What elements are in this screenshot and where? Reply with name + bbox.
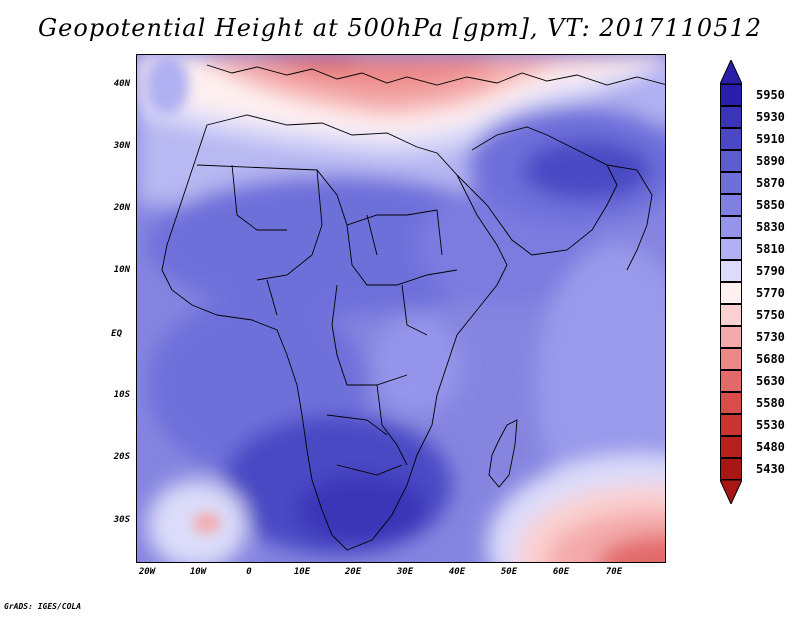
lat-label-30n: 30N [113, 141, 130, 151]
lon-label-20e: 20E [344, 567, 362, 577]
colorbar-cell [720, 458, 742, 480]
colorbar-cell [720, 436, 742, 458]
colorbar-cell [720, 128, 742, 150]
colorbar-cell [720, 238, 742, 260]
lon-label-40e: 40E [448, 567, 466, 577]
lon-label-20w: 20W [138, 567, 156, 577]
colorbar-cell [720, 150, 742, 172]
colorbar-label: 5680 [756, 352, 785, 366]
colorbar-cell [720, 194, 742, 216]
lat-label-40n: 40N [113, 79, 130, 89]
colorbar-label: 5870 [756, 176, 785, 190]
colorbar-cell [720, 84, 742, 106]
colorbar-label: 5830 [756, 220, 785, 234]
colorbar-cell [720, 392, 742, 414]
lat-label-10s: 10S [113, 390, 130, 400]
colorbar-label: 5930 [756, 110, 785, 124]
lat-label-20s: 20S [113, 452, 130, 462]
colorbar-bottom-arrow [720, 480, 742, 504]
lon-label-70e: 70E [605, 567, 623, 577]
lon-label-30e: 30E [396, 567, 414, 577]
lon-label-10e: 10E [293, 567, 311, 577]
colorbar-label: 5890 [756, 154, 785, 168]
colorbar-cell [720, 304, 742, 326]
colorbar-label: 5810 [756, 242, 785, 256]
footer-credit: GrADS: IGES/COLA [4, 602, 82, 611]
colorbar-label: 5730 [756, 330, 785, 344]
lon-label-0: 0 [246, 567, 252, 577]
coastline-outline [161, 64, 665, 551]
chart-title: Geopotential Height at 500hPa [gpm], VT:… [38, 14, 762, 42]
colorbar-cell [720, 260, 742, 282]
colorbar-cell [720, 216, 742, 238]
lon-label-60e: 60E [552, 567, 570, 577]
colorbar-label: 5480 [756, 440, 785, 454]
colorbar-label: 5770 [756, 286, 785, 300]
colorbar-top-arrow [720, 60, 742, 84]
map-panel [136, 54, 666, 563]
colorbar-cell [720, 172, 742, 194]
colorbar-cell [720, 282, 742, 304]
colorbar-label: 5530 [756, 418, 785, 432]
lat-label-10n: 10N [113, 265, 130, 275]
lat-label-eq: EQ [111, 329, 122, 339]
colorbar-label: 5790 [756, 264, 785, 278]
geopotential-field [137, 55, 665, 562]
colorbar-cell [720, 370, 742, 392]
colorbar-cell [720, 326, 742, 348]
colorbar-cell [720, 414, 742, 436]
lon-label-50e: 50E [500, 567, 518, 577]
colorbar-cell [720, 348, 742, 370]
colorbar-label: 5910 [756, 132, 785, 146]
lat-label-30s: 30S [113, 515, 130, 525]
colorbar-label: 5630 [756, 374, 785, 388]
lat-label-20n: 20N [113, 203, 130, 213]
colorbar-label: 5430 [756, 462, 785, 476]
colorbar-label: 5750 [756, 308, 785, 322]
colorbar-label: 5580 [756, 396, 785, 410]
lon-label-10w: 10W [189, 567, 207, 577]
colorbar-label: 5950 [756, 88, 785, 102]
colorbar-label: 5850 [756, 198, 785, 212]
colorbar-cell [720, 106, 742, 128]
